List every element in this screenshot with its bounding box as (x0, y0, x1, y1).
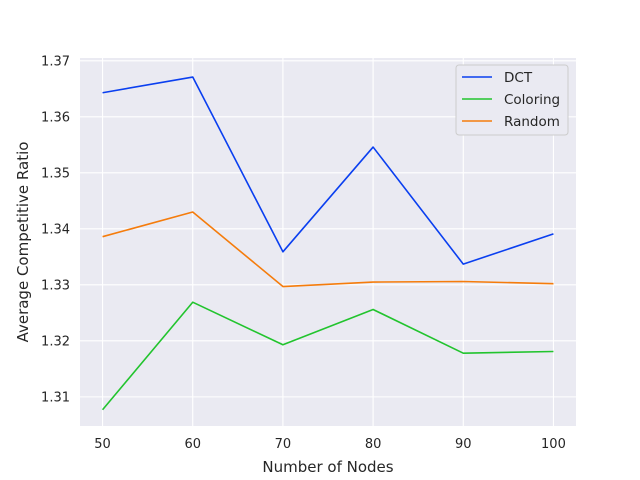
y-axis-ticks: 1.31 1.32 1.33 1.34 1.35 1.36 1.37 (41, 54, 70, 405)
legend-label: Coloring (504, 92, 560, 108)
y-tick-label: 1.34 (41, 222, 70, 237)
legend-label: Random (504, 114, 560, 130)
series-line-dct (102, 76, 554, 265)
y-tick-label: 1.37 (41, 54, 70, 69)
series-line-random (102, 211, 554, 288)
y-tick-label: 1.33 (41, 278, 70, 293)
legend-label: DCT (504, 70, 533, 86)
y-axis-label: Average Competitive Ratio (14, 142, 32, 343)
series-lines (101, 76, 554, 411)
x-tick-label: 80 (365, 437, 382, 452)
grid (80, 58, 576, 426)
x-axis-ticks: 50 60 70 80 90 100 (94, 437, 566, 452)
legend-box (455, 64, 569, 136)
x-tick-label: 50 (94, 437, 111, 452)
legend: DCT Coloring Random (455, 64, 569, 136)
x-axis-label: Number of Nodes (262, 458, 393, 476)
series-line-coloring (101, 301, 554, 411)
x-tick-label: 60 (184, 437, 201, 452)
y-tick-label: 1.31 (41, 390, 70, 405)
y-tick-label: 1.32 (41, 334, 70, 349)
y-tick-label: 1.35 (41, 166, 70, 181)
y-tick-label: 1.36 (41, 110, 70, 125)
x-tick-label: 70 (275, 437, 292, 452)
x-tick-label: 90 (455, 437, 472, 452)
x-tick-label: 100 (541, 437, 566, 452)
